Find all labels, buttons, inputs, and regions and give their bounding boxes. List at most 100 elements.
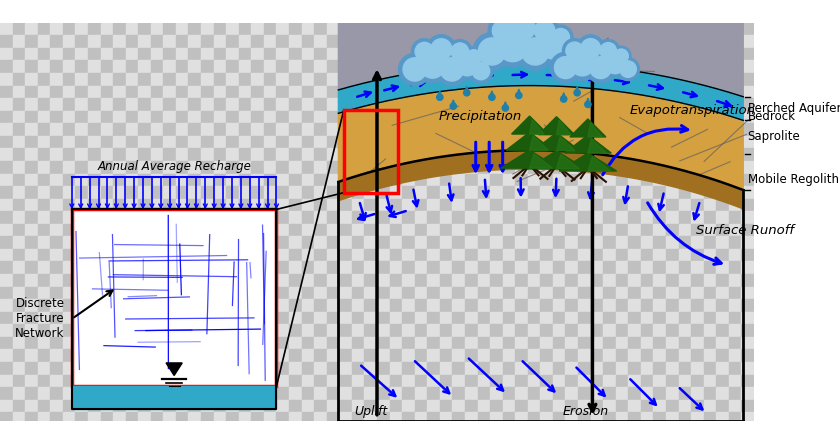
Bar <box>201 349 213 362</box>
Bar <box>540 274 553 287</box>
Bar <box>616 198 628 211</box>
Circle shape <box>554 57 576 79</box>
Bar <box>515 236 528 249</box>
Bar <box>276 299 289 312</box>
Bar <box>679 400 691 412</box>
Bar <box>440 123 453 136</box>
Bar <box>377 387 390 400</box>
Bar <box>276 412 289 425</box>
Bar <box>591 98 603 111</box>
Bar <box>352 236 365 249</box>
Bar <box>365 337 377 349</box>
Bar <box>490 48 502 60</box>
Circle shape <box>580 39 601 59</box>
Bar <box>502 274 515 287</box>
Bar <box>729 136 742 148</box>
Bar <box>201 48 213 60</box>
Bar <box>666 186 679 198</box>
Bar <box>717 236 729 249</box>
Bar <box>666 412 679 425</box>
Bar <box>691 23 704 35</box>
Bar <box>603 362 616 375</box>
Bar <box>742 48 754 60</box>
Polygon shape <box>570 119 606 137</box>
Bar <box>377 111 390 123</box>
Bar <box>742 400 754 412</box>
Bar <box>490 412 502 425</box>
Bar <box>239 98 251 111</box>
Bar <box>352 324 365 337</box>
Bar <box>402 362 415 375</box>
Bar <box>553 400 565 412</box>
Bar <box>603 86 616 98</box>
Bar <box>339 48 352 60</box>
Bar <box>0 186 13 198</box>
Bar <box>276 211 289 224</box>
Bar <box>213 148 226 161</box>
Bar <box>729 236 742 249</box>
Bar <box>453 249 465 262</box>
Bar <box>113 312 126 324</box>
Bar <box>477 123 490 136</box>
Text: Bedrock: Bedrock <box>748 110 795 123</box>
Bar <box>528 324 540 337</box>
Bar <box>440 375 453 387</box>
Bar <box>151 236 163 249</box>
Bar <box>101 337 113 349</box>
Bar <box>428 174 440 186</box>
Bar <box>654 299 666 312</box>
Bar <box>365 48 377 60</box>
Bar <box>264 236 276 249</box>
Bar <box>201 148 213 161</box>
Bar <box>239 60 251 73</box>
Bar <box>126 186 139 198</box>
Bar <box>88 123 101 136</box>
Bar <box>0 23 13 35</box>
Bar <box>239 161 251 174</box>
Bar <box>276 161 289 174</box>
Bar <box>126 136 139 148</box>
Bar <box>0 48 13 60</box>
Bar <box>352 400 365 412</box>
Bar <box>540 35 553 48</box>
Bar <box>71 386 276 409</box>
Bar <box>390 48 402 60</box>
Bar <box>0 98 13 111</box>
Bar <box>289 362 302 375</box>
Bar <box>591 136 603 148</box>
Bar <box>38 312 50 324</box>
Bar <box>704 60 717 73</box>
Bar <box>490 249 502 262</box>
Polygon shape <box>588 139 606 153</box>
Bar <box>742 60 754 73</box>
Bar <box>151 412 163 425</box>
Bar <box>729 198 742 211</box>
Bar <box>151 174 163 186</box>
Bar <box>289 35 302 48</box>
Bar <box>226 349 239 362</box>
Bar <box>213 236 226 249</box>
Bar <box>264 400 276 412</box>
Bar <box>76 123 88 136</box>
Bar <box>704 186 717 198</box>
Bar <box>729 98 742 111</box>
Bar <box>239 23 251 35</box>
Bar <box>88 287 101 299</box>
Bar <box>13 86 25 98</box>
Bar <box>666 198 679 211</box>
Bar <box>289 161 302 174</box>
Bar <box>654 174 666 186</box>
Bar <box>390 299 402 312</box>
Bar <box>63 287 76 299</box>
Bar <box>428 400 440 412</box>
Bar <box>553 123 565 136</box>
Bar <box>616 111 628 123</box>
Bar <box>88 60 101 73</box>
Bar <box>276 312 289 324</box>
Bar <box>239 412 251 425</box>
Bar <box>176 48 188 60</box>
Bar <box>729 312 742 324</box>
Bar <box>654 123 666 136</box>
Bar <box>390 387 402 400</box>
Bar <box>515 262 528 274</box>
